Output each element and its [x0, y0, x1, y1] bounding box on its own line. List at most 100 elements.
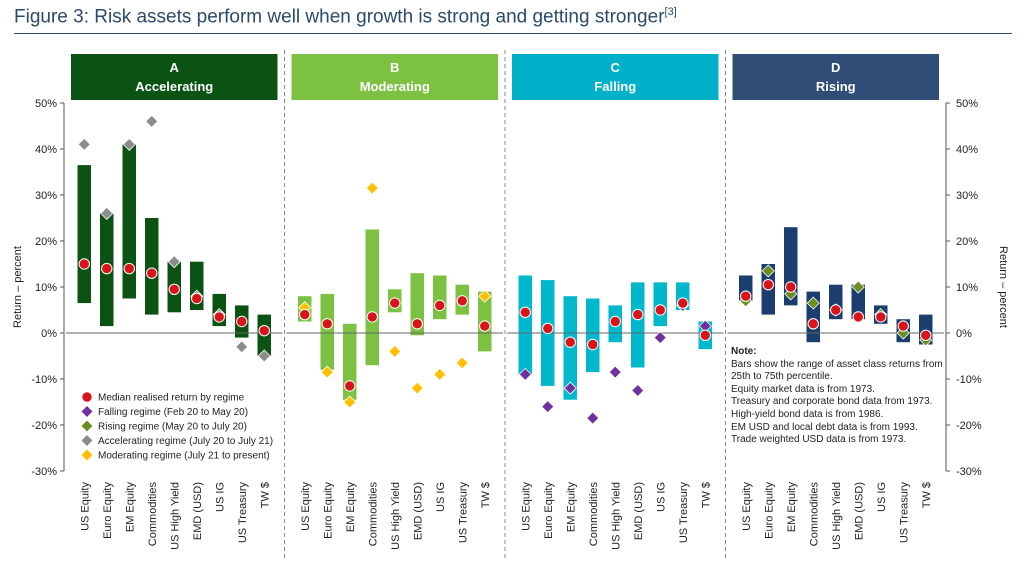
median-marker	[852, 311, 864, 323]
median-marker	[123, 262, 135, 275]
category-label: TW $	[259, 482, 271, 508]
category-label: EM Equity	[345, 482, 357, 533]
median-marker	[479, 320, 491, 332]
category-label: US Equity	[520, 482, 532, 531]
note-line: Bars show the range of asset class retur…	[731, 358, 943, 383]
panel-header-accelerating	[71, 54, 278, 100]
legend-marker	[80, 448, 94, 462]
median-marker	[344, 380, 356, 392]
panel-header-letter: C	[611, 60, 621, 75]
figure-title-text: Figure 3: Risk assets perform well when …	[14, 6, 665, 28]
median-marker	[830, 304, 842, 316]
regime-marker	[122, 137, 136, 151]
legend-label: Falling regime (Feb 20 to May 20)	[98, 407, 248, 418]
regime-marker	[77, 137, 91, 151]
category-label: Commodities	[367, 482, 379, 547]
regime-marker	[478, 289, 492, 303]
range-bar	[145, 218, 159, 315]
median-marker	[740, 290, 752, 302]
range-bar	[433, 275, 447, 320]
regime-marker	[365, 181, 379, 195]
median-marker	[875, 311, 887, 323]
category-label: Euro Equity	[763, 482, 775, 539]
median-marker	[519, 306, 531, 318]
category-label: US High Yield	[169, 482, 181, 550]
panel-header-rising	[732, 54, 939, 100]
y-tick-label-right: 50%	[956, 98, 978, 110]
panel-header-falling	[512, 54, 719, 100]
panel-header-name: Falling	[594, 79, 636, 94]
category-label: US IG	[876, 482, 888, 512]
median-marker	[609, 315, 621, 328]
range-bar	[586, 298, 600, 373]
legend-label: Rising regime (May 20 to July 20)	[98, 422, 247, 433]
median-marker	[699, 329, 711, 341]
median-marker	[654, 304, 666, 316]
range-bar	[77, 165, 91, 304]
category-label: US Treasury	[898, 482, 910, 544]
panel-header-name: Rising	[816, 79, 856, 94]
regime-marker	[518, 367, 532, 381]
category-label: EMD (USD)	[412, 482, 424, 540]
category-label: US Equity	[300, 482, 312, 531]
panel-header-letter: D	[831, 60, 840, 75]
category-label: TW $	[921, 482, 933, 508]
category-label: Commodities	[808, 482, 820, 547]
median-marker	[101, 262, 113, 275]
y-tick-label-left: 10%	[35, 282, 57, 294]
median-marker	[236, 315, 248, 328]
range-bar	[631, 282, 645, 368]
median-marker	[587, 338, 599, 351]
category-label: TW $	[480, 482, 492, 508]
regime-marker	[167, 255, 181, 269]
category-label: US High Yield	[831, 482, 843, 550]
category-label: Euro Equity	[543, 482, 555, 539]
category-label: EMD (USD)	[192, 482, 204, 540]
category-label: US IG	[435, 482, 447, 512]
y-tick-label-right: 20%	[956, 236, 978, 248]
median-marker	[897, 320, 909, 332]
regime-marker	[235, 340, 249, 354]
median-marker	[321, 318, 333, 330]
note-line: Equity market data is from 1973.	[731, 383, 875, 395]
median-marker	[632, 308, 644, 321]
y-tick-label-right: -10%	[956, 374, 982, 386]
y-tick-label-right: -20%	[956, 420, 982, 432]
legend-marker	[80, 419, 94, 433]
note-title: Note:	[731, 346, 757, 357]
range-bar	[851, 284, 865, 320]
note-line: EM USD and local debt data is from 1993.	[731, 421, 918, 433]
median-marker	[456, 295, 468, 307]
legend-marker	[80, 433, 94, 448]
regime-marker	[343, 395, 357, 409]
category-label: EM Equity	[786, 482, 798, 533]
category-label: US IG	[214, 482, 226, 512]
y-tick-label-right: 10%	[956, 282, 978, 294]
category-label: US Treasury	[457, 482, 469, 544]
median-marker	[168, 283, 180, 295]
legend-label: Accelerating regime (July 20 to July 21)	[98, 436, 273, 447]
regime-marker	[320, 365, 334, 379]
title-rule	[14, 33, 1012, 34]
category-label: Commodities	[588, 482, 600, 547]
category-label: US Equity	[741, 482, 753, 531]
median-marker	[146, 267, 158, 279]
figure-title: Figure 3: Risk assets perform well when …	[14, 6, 677, 28]
regime-marker	[851, 280, 865, 294]
regime-marker	[653, 331, 667, 345]
median-marker	[542, 322, 554, 335]
median-marker	[920, 329, 932, 341]
median-marker	[258, 325, 270, 337]
median-marker	[807, 318, 819, 330]
panel-header-name: Accelerating	[135, 79, 213, 94]
regime-marker	[631, 383, 645, 398]
category-label: Euro Equity	[322, 482, 334, 539]
regime-marker	[388, 344, 402, 358]
category-label: US Treasury	[237, 482, 249, 544]
median-marker	[299, 308, 311, 321]
legend-marker	[81, 391, 93, 403]
regime-marker	[608, 365, 622, 379]
note-line: High-yield bond data is from 1986.	[731, 408, 884, 420]
regime-marker	[806, 296, 820, 310]
regime-marker	[541, 400, 555, 414]
